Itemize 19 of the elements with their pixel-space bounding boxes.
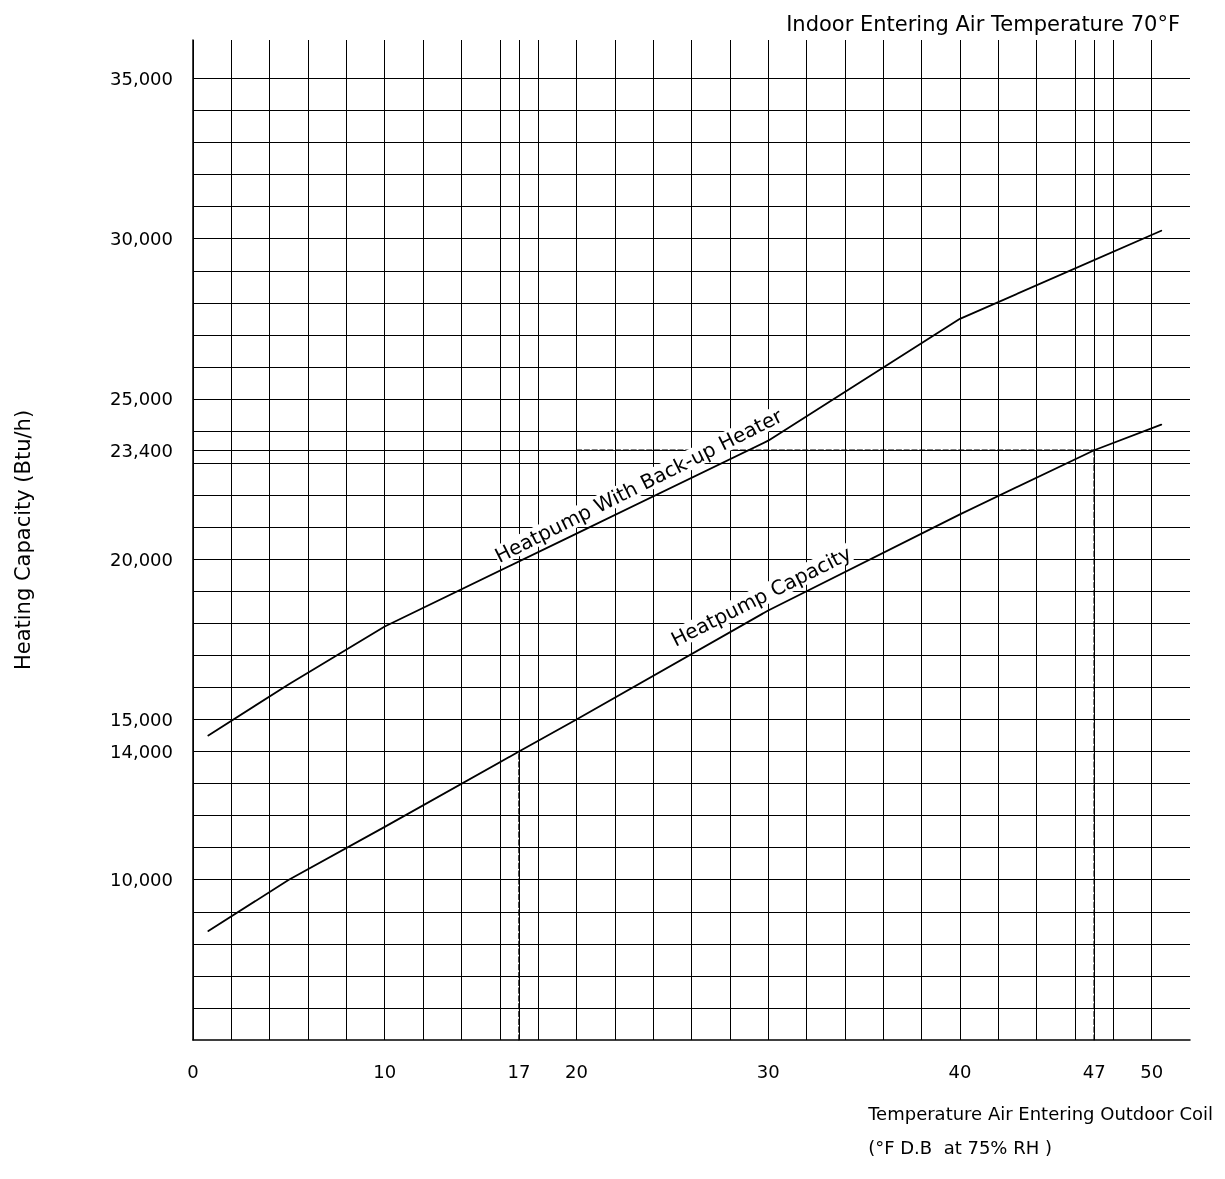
x-axis-title: Temperature Air Entering Outdoor Coil (°F D.B at 75% RH ): [867, 1102, 1213, 1158]
x-tick-label: 40: [948, 1060, 972, 1082]
y-tick-label: 10,000: [110, 869, 173, 891]
y-tick-label: 35,000: [110, 67, 173, 89]
y-axis-title: Heating Capacity (Btu/h): [10, 409, 35, 671]
y-tick-label: 23,400: [110, 439, 173, 461]
y-tick-label: 20,000: [110, 548, 173, 570]
x-tick-label: 30: [756, 1060, 780, 1082]
y-tick-label: 14,000: [110, 741, 173, 763]
y-tick-label: 15,000: [110, 708, 173, 730]
x-tick-label: 17: [507, 1060, 531, 1082]
chart-title: Indoor Entering Air Temperature 70°F: [786, 11, 1181, 36]
y-tick-label: 30,000: [110, 228, 173, 250]
x-tick-label: 47: [1082, 1060, 1106, 1082]
y-tick-label: 25,000: [110, 388, 173, 410]
x-tick-label: 0: [187, 1060, 199, 1082]
x-tick-label: 20: [565, 1060, 588, 1082]
x-tick-label: 10: [373, 1060, 397, 1082]
x-tick-label: 50: [1140, 1060, 1164, 1082]
